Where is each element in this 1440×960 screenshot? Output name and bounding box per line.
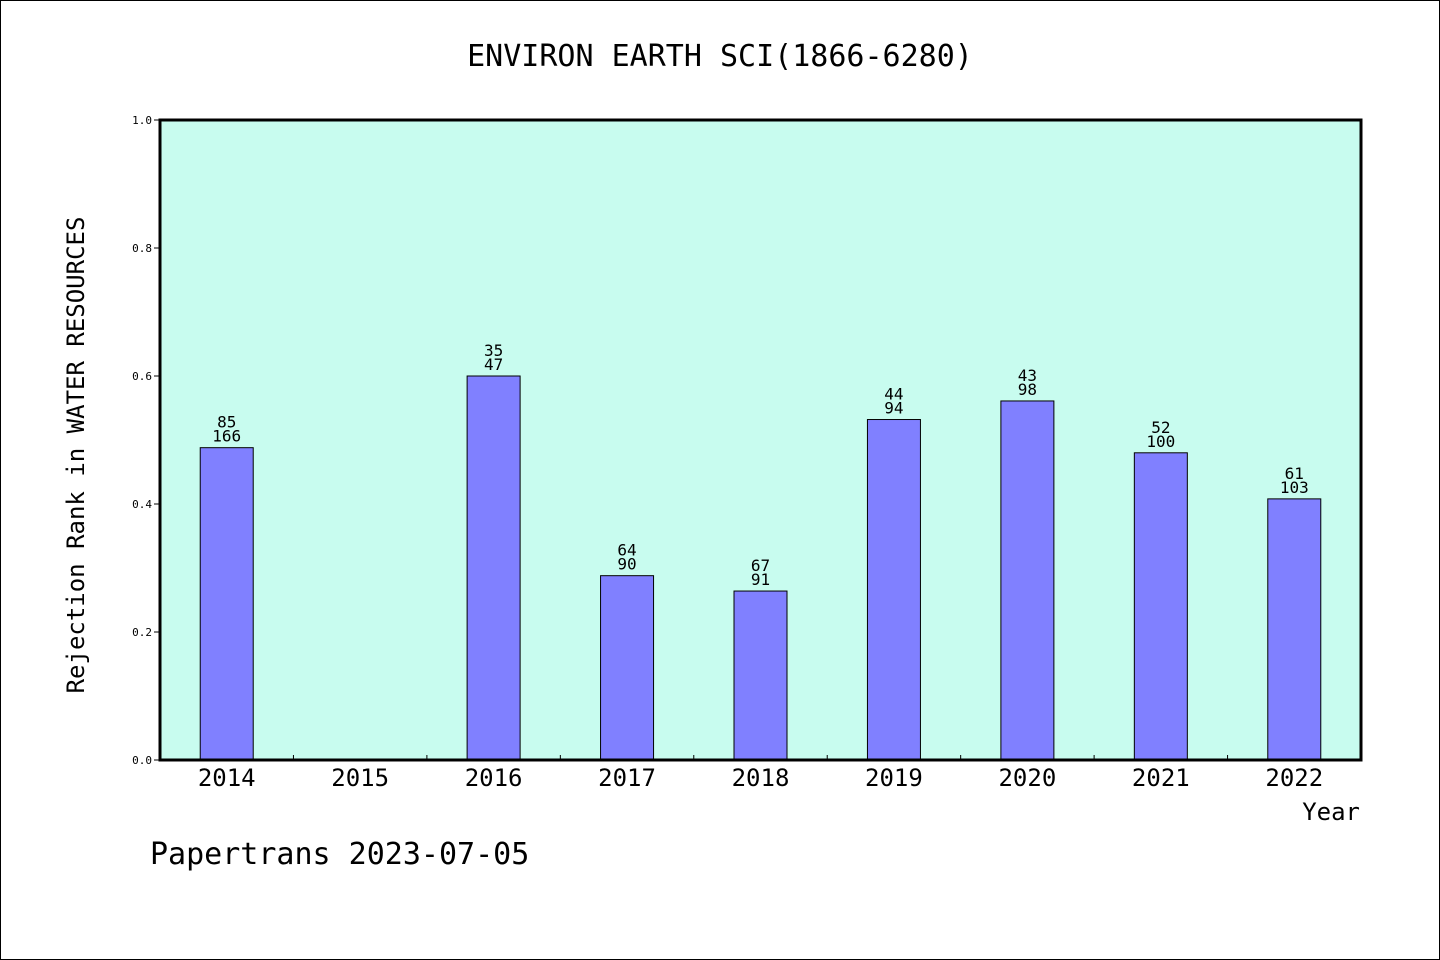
bar-rank-label: 35 xyxy=(484,341,503,360)
bar-total-label: 94 xyxy=(884,399,903,418)
x-tick-label: 2017 xyxy=(598,764,656,792)
x-tick-label: 2018 xyxy=(732,764,790,792)
bar xyxy=(1267,498,1322,761)
bar-rank-label: 43 xyxy=(1018,366,1037,385)
bar-rank-label: 85 xyxy=(217,413,236,432)
bar-rank-label: 52 xyxy=(1151,418,1170,437)
y-axis-label: Rejection Rank in WATER RESOURCES xyxy=(62,217,90,694)
bar-rank-label: 61 xyxy=(1285,464,1304,483)
x-tick-label: 2019 xyxy=(865,764,923,792)
bar xyxy=(199,447,254,761)
bar xyxy=(1133,452,1188,761)
bar-total-label: 90 xyxy=(617,555,636,574)
y-tick-label: 0.6 xyxy=(132,370,152,383)
x-tick-label: 2021 xyxy=(1132,764,1190,792)
bar xyxy=(866,419,921,761)
x-tick-label: 2016 xyxy=(465,764,523,792)
plot-border xyxy=(158,118,1363,762)
x-tick-label: 2020 xyxy=(998,764,1056,792)
bar xyxy=(733,590,788,761)
x-tick-label: 2015 xyxy=(331,764,389,792)
chart-title: ENVIRON EARTH SCI(1866-6280) xyxy=(467,39,973,74)
x-axis-label: Year xyxy=(1302,798,1360,826)
bar-rank-label: 67 xyxy=(751,556,770,575)
bar-total-label: 103 xyxy=(1280,478,1309,497)
bar-total-label: 91 xyxy=(751,570,770,589)
y-tick-label: 0.8 xyxy=(132,242,152,255)
x-tick-label: 2014 xyxy=(198,764,256,792)
bar-rank-label: 44 xyxy=(884,385,903,404)
y-tick-label: 0.2 xyxy=(132,626,152,639)
y-tick-label: 0.4 xyxy=(132,498,152,511)
bar-total-label: 47 xyxy=(484,355,503,374)
bar-total-label: 166 xyxy=(212,427,241,446)
bar xyxy=(600,575,655,761)
bar xyxy=(1000,400,1055,761)
watermark-text: Papertrans 2023-07-05 xyxy=(150,837,529,872)
y-tick-label: 0.0 xyxy=(132,754,152,767)
bar-total-label: 98 xyxy=(1018,380,1037,399)
y-tick-label: 1.0 xyxy=(132,114,152,127)
bar xyxy=(466,375,521,761)
bar-total-label: 100 xyxy=(1146,432,1175,451)
bar-rank-label: 64 xyxy=(617,541,636,560)
x-tick-label: 2022 xyxy=(1265,764,1323,792)
